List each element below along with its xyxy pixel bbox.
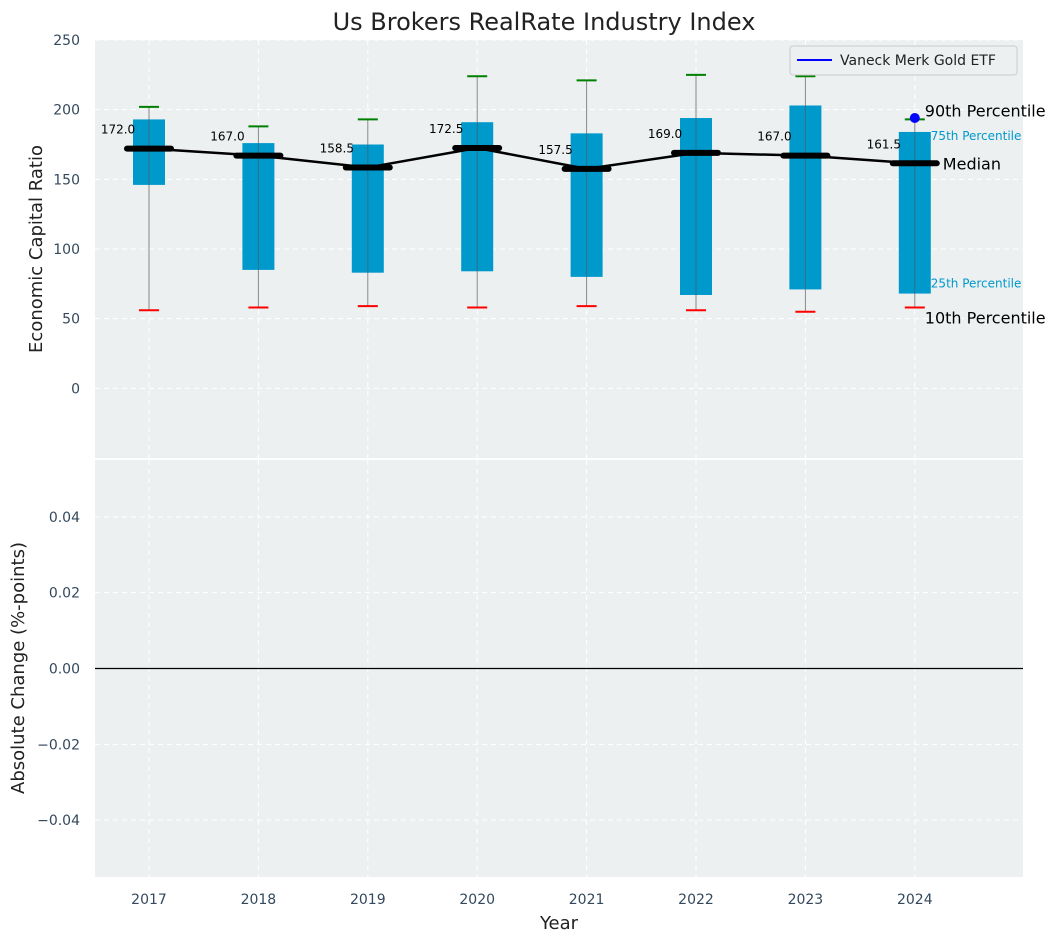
- chart-title: Us Brokers RealRate Industry Index: [333, 8, 756, 36]
- box-2017: 172.0: [101, 105, 174, 312]
- top-y-tick-label: 150: [53, 172, 80, 188]
- x-tick-label: 2019: [350, 892, 386, 908]
- median-line: [148, 146, 915, 171]
- x-tick-label: 2024: [897, 892, 933, 908]
- median-value-label: 167.0: [757, 130, 791, 144]
- median-value-label: 169.0: [648, 127, 682, 141]
- x-tick-label: 2022: [678, 892, 714, 908]
- median-value-label: 158.5: [320, 141, 354, 155]
- x-tick-label: 2017: [131, 892, 167, 908]
- legend: Vaneck Merk Gold ETF: [789, 45, 1018, 76]
- bottom-y-tick-label: −0.04: [37, 813, 80, 829]
- top-y-tick-label: 50: [62, 312, 80, 328]
- legend-label: Vaneck Merk Gold ETF: [840, 53, 996, 69]
- annotation-p90: 90th Percentile: [925, 101, 1046, 120]
- top-y-tick-label: 100: [53, 242, 80, 258]
- median-value-label: 172.0: [101, 123, 135, 137]
- top-y-tick-label: 250: [53, 33, 80, 49]
- legend-box: [789, 45, 1018, 76]
- bottom-y-tick-label: −0.02: [37, 737, 80, 753]
- median-value-label: 157.5: [538, 143, 572, 157]
- etf-point: [909, 113, 920, 124]
- x-axis-title: Year: [539, 913, 579, 934]
- annotation-p75: 75th Percentile: [931, 129, 1022, 143]
- median-trend-line: [148, 146, 915, 171]
- bottom-y-axis-title: Absolute Change (%-points): [8, 542, 29, 794]
- annotation-p10: 10th Percentile: [925, 309, 1046, 328]
- bottom-y-tick-label: 0.00: [49, 662, 80, 678]
- x-tick-label: 2018: [241, 892, 277, 908]
- median-value-label: 161.5: [867, 137, 901, 151]
- median-value-label: 167.0: [210, 130, 244, 144]
- box-series: 172.0 167.0 158.5 172.5 157.5 169.0 167.0 161.5: [101, 73, 940, 313]
- percentile-annotations: 90th Percentile 75th Percentile Median 25th…: [909, 101, 1046, 328]
- x-ticks: 2017 2018 2019 2020 2021 2022 2023 2024: [131, 892, 933, 908]
- top-y-axis-title: Economic Capital Ratio: [26, 145, 47, 353]
- annotation-median: Median: [943, 154, 1001, 173]
- x-tick-label: 2020: [459, 892, 495, 908]
- bottom-y-tick-label: 0.04: [49, 510, 80, 526]
- median-value-label: 172.5: [429, 122, 463, 136]
- bottom-y-ticks: −0.04 −0.02 0.00 0.02 0.04: [37, 510, 80, 829]
- box-2018: 167.0: [210, 125, 284, 309]
- box-2022: 169.0: [648, 73, 721, 312]
- top-y-tick-label: 0: [71, 381, 80, 397]
- x-tick-label: 2021: [569, 892, 605, 908]
- bottom-y-tick-label: 0.02: [49, 586, 80, 602]
- top-y-tick-label: 200: [53, 103, 80, 119]
- x-tick-label: 2023: [788, 892, 824, 908]
- top-y-ticks: 0 50 100 150 200 250: [53, 33, 80, 397]
- annotation-p25: 25th Percentile: [931, 277, 1022, 291]
